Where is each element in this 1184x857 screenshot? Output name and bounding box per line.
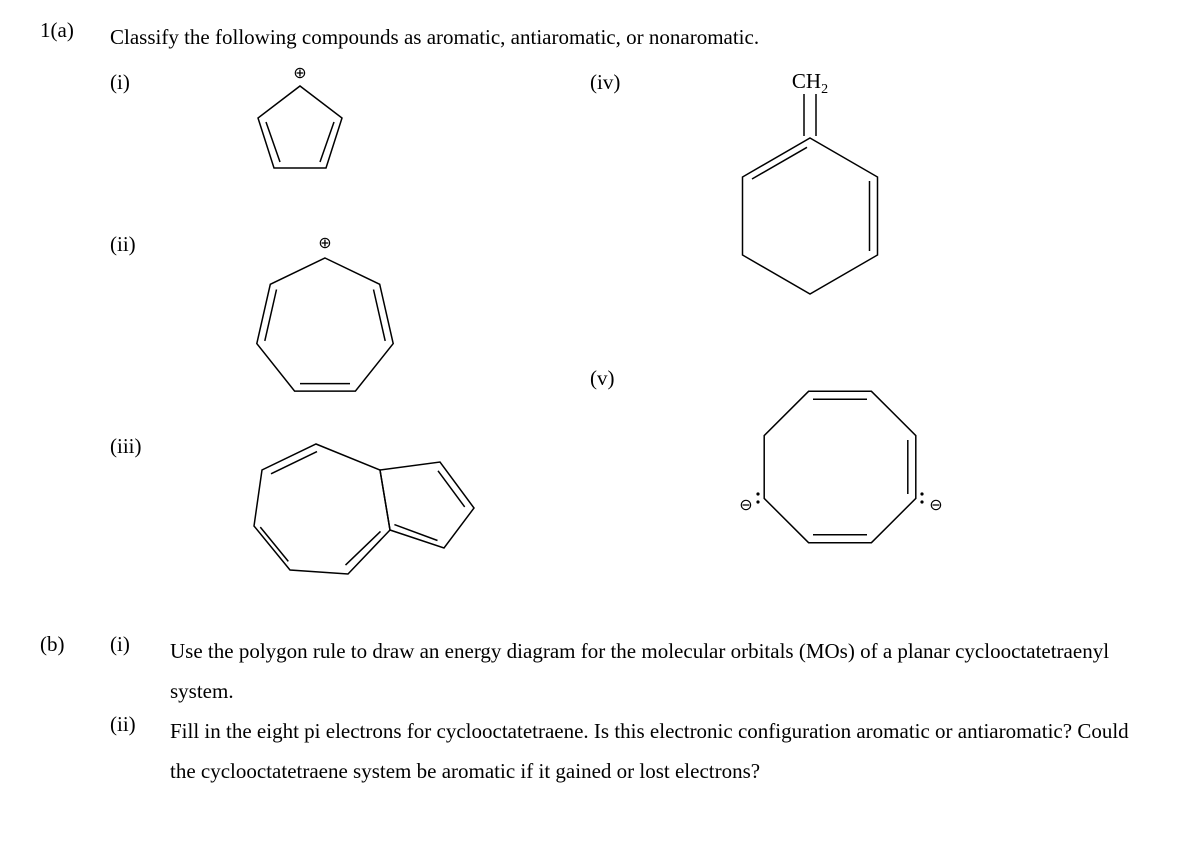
struct-ii-label: (ii) bbox=[110, 228, 230, 257]
page: 1(a) Classify the following compounds as… bbox=[0, 0, 1184, 857]
struct-iii-label: (iii) bbox=[110, 430, 230, 459]
seven-ring bbox=[254, 444, 390, 574]
struct-iii-svg bbox=[230, 430, 490, 600]
q1b-i-label: (i) bbox=[110, 632, 170, 657]
struct-iii bbox=[230, 430, 490, 606]
struct-iv-svg: CH2 bbox=[710, 66, 910, 326]
ch2-sub: 2 bbox=[821, 82, 828, 97]
struct-iii-row: (iii) bbox=[110, 430, 590, 606]
heptagon bbox=[257, 258, 393, 391]
dbl-right bbox=[320, 122, 334, 162]
ch2-text: CH bbox=[792, 69, 821, 93]
struct-ii-svg: ⊕ bbox=[230, 228, 420, 418]
struct-v-svg: ⊖ ⊖ bbox=[710, 362, 970, 572]
struct-i-label: (i) bbox=[110, 66, 230, 95]
q1b-i-row: (b) (i) Use the polygon rule to draw an … bbox=[40, 632, 1144, 712]
pentagon bbox=[258, 86, 342, 168]
five-ring bbox=[380, 462, 474, 548]
right-structures: (iv) CH2 bbox=[590, 66, 1144, 612]
structures-grid: (i) ⊕ (ii) bbox=[110, 66, 1144, 612]
d1 bbox=[346, 531, 381, 565]
q1a-prompt-row: 1(a) Classify the following compounds as… bbox=[40, 18, 1144, 58]
lp-r1 bbox=[920, 492, 923, 495]
hexagon bbox=[743, 138, 878, 294]
q1a-prompt: Classify the following compounds as arom… bbox=[110, 18, 1144, 58]
q1b-ii-text: Fill in the eight pi electrons for cyclo… bbox=[170, 712, 1144, 792]
struct-ii-row: (ii) ⊕ bbox=[110, 228, 590, 424]
plus-icon: ⊕ bbox=[318, 235, 331, 252]
struct-iv-row: (iv) CH2 bbox=[590, 66, 1144, 332]
plus-icon: ⊕ bbox=[293, 65, 306, 82]
struct-i-row: (i) ⊕ bbox=[110, 66, 590, 222]
struct-v-row: (v) ⊖ ⊖ bbox=[590, 362, 1144, 578]
q1b-i-text: Use the polygon rule to draw an energy d… bbox=[170, 632, 1144, 712]
d2 bbox=[260, 527, 288, 561]
struct-i: ⊕ bbox=[230, 66, 370, 222]
struct-v-label: (v) bbox=[590, 362, 710, 391]
ch2-label: CH2 bbox=[792, 69, 828, 97]
minus-right-icon: ⊖ bbox=[929, 497, 942, 514]
struct-ii: ⊕ bbox=[230, 228, 420, 424]
lp-l2 bbox=[756, 500, 759, 503]
q1a-number: 1(a) bbox=[40, 18, 110, 43]
minus-left-icon: ⊖ bbox=[739, 497, 752, 514]
left-structures: (i) ⊕ (ii) bbox=[110, 66, 590, 612]
q1b-ii-row: (ii) Fill in the eight pi electrons for … bbox=[40, 712, 1144, 792]
struct-iv-label: (iv) bbox=[590, 66, 710, 95]
q1b-number: (b) bbox=[40, 632, 110, 657]
dbl-a bbox=[374, 289, 386, 340]
struct-iv: CH2 bbox=[710, 66, 910, 332]
q1b-ii-label: (ii) bbox=[110, 712, 170, 737]
octagon bbox=[764, 391, 916, 542]
lp-l1 bbox=[756, 492, 759, 495]
dbl-left bbox=[266, 122, 280, 162]
q1b: (b) (i) Use the polygon rule to draw an … bbox=[40, 632, 1144, 792]
dbl-ul bbox=[752, 147, 807, 179]
lp-r2 bbox=[920, 500, 923, 503]
struct-v: ⊖ ⊖ bbox=[710, 362, 970, 578]
struct-i-svg: ⊕ bbox=[230, 66, 370, 216]
dbl-c bbox=[265, 289, 277, 340]
